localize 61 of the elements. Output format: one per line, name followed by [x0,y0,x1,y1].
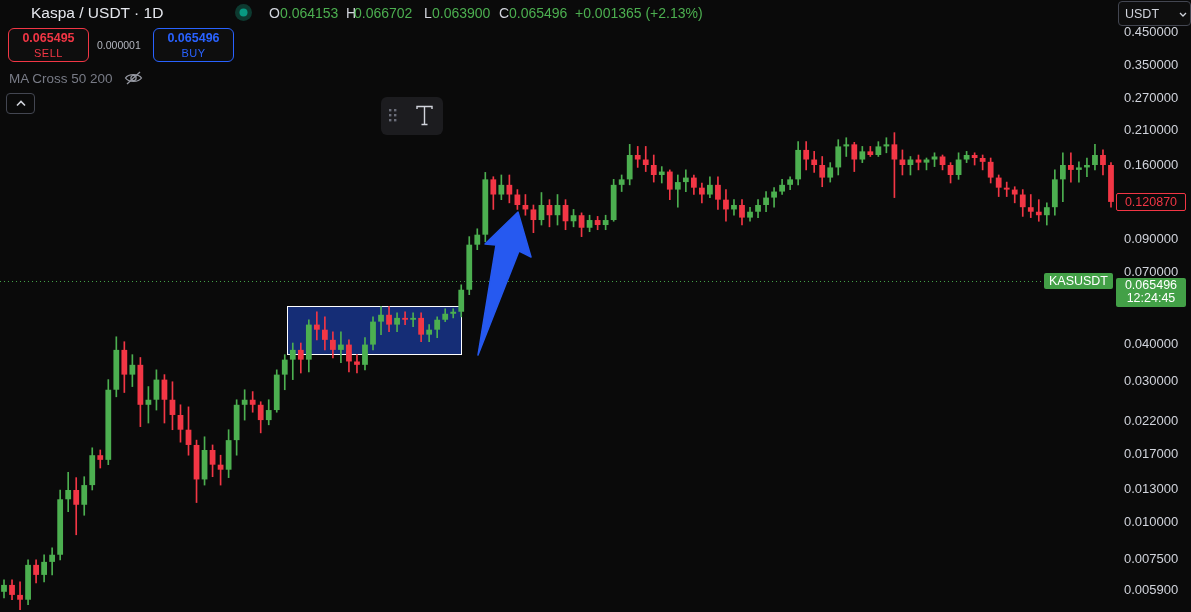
candlestick [731,199,737,216]
y-tick-label: 0.022000 [1124,412,1179,428]
annotation: SELL [34,46,63,59]
y-tick-label: 0.013000 [1124,480,1179,496]
candlestick [1003,181,1010,197]
annotation: L [424,5,432,21]
y-tick-label: 0.090000 [1124,231,1179,247]
text: 12:24:45 [1125,290,1177,305]
annotation: BUY [181,46,206,59]
annotation: MA Cross 50 200 [9,71,113,86]
annotation: 0.065496 [509,5,568,21]
annotation: 0.000001 [97,39,141,51]
buy-button: 0.065496 BUY [153,28,234,62]
y-tick-label: 0.007500 [1124,551,1179,567]
y-tick-label: 0.270000 [1124,90,1179,106]
candlestick [1076,161,1082,183]
annotation: 0.064153 [280,5,339,21]
candlestick [450,308,457,319]
candlestick [1067,152,1074,183]
candlestick [410,312,416,327]
annotation: 0.065495 [22,30,75,45]
text: 0.120870 [1116,192,1186,211]
y-tick-label: 0.017000 [1124,446,1179,462]
candlestick [402,311,408,325]
y-tick-label: 0.450000 [1124,24,1179,40]
candlestick [1027,194,1034,218]
annotation: O [269,5,280,21]
y-tick-label: 0.070000 [1124,263,1179,279]
y-tick-label: 0.010000 [1124,514,1179,530]
candlestick [313,311,320,341]
candlestick [17,581,23,611]
candlestick [674,174,681,208]
y-tick-label: 0.350000 [1124,56,1179,72]
candlestick [843,137,850,157]
candlestick [73,477,80,536]
candlestick [682,169,689,192]
annotation: 0.065496 [167,30,220,45]
candlestick [249,391,256,413]
candlestick [811,151,818,173]
candlestick [1035,199,1042,222]
y-tick-label: 0.210000 [1124,122,1179,138]
chart-title: Kaspa / USDT · 1D [31,4,164,21]
candlestick [634,146,641,168]
ref-line-label: KASUSDT [1043,272,1113,289]
y-tick-label: 0.005900 [1124,582,1179,598]
annotation: 0.063900 [432,5,491,21]
candlestick [338,331,344,363]
sell-button: 0.065495 SELL [8,28,89,62]
annotation: +0.001365 (+2.13%) [575,5,703,21]
y-tick-label: 0.160000 [1124,157,1179,173]
annotation: 0.066702 [354,5,413,21]
y-tick-label: 0.040000 [1124,335,1179,351]
candlestick [354,354,360,374]
candlestick [378,306,384,335]
candlestick [658,166,665,184]
text: 0.065496 [1124,277,1178,292]
currency-dropdown: USDT [1118,1,1191,26]
candlestick [642,146,649,172]
y-tick-label: 0.030000 [1124,372,1179,388]
annotation: C [499,5,510,21]
candlestick [65,471,72,512]
